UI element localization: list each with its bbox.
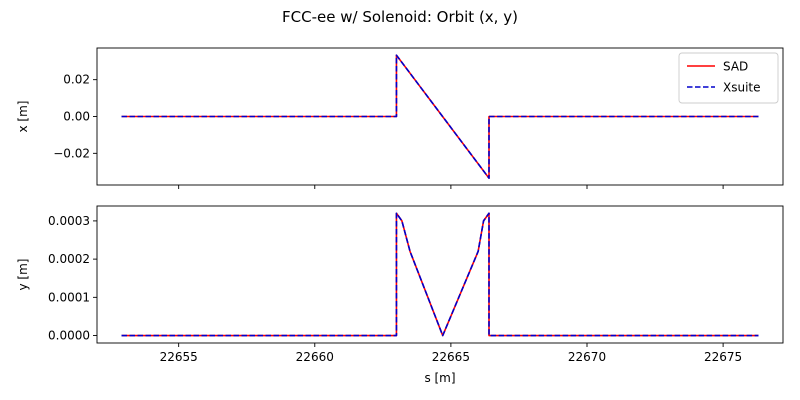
- legend: SAD Xsuite: [678, 52, 779, 104]
- x-axis-label: s [m]: [424, 371, 455, 385]
- axes-frame: [96, 205, 784, 344]
- x-orbit-panel: −0.02 0.00 0.02 x [m] SAD Xsuite: [16, 47, 784, 189]
- x-tick-label: 22675: [704, 350, 742, 364]
- x-tick-label: 22660: [296, 350, 334, 364]
- y-axis-label: x [m]: [16, 101, 30, 133]
- legend-label-xsuite: Xsuite: [723, 81, 761, 95]
- figure-title: FCC-ee w/ Solenoid: Orbit (x, y): [282, 8, 518, 26]
- legend-label-sad: SAD: [723, 60, 748, 74]
- series-line-xsuite: [121, 212, 759, 337]
- y-tick-label: 0.0001: [48, 290, 90, 304]
- x-tick-label: 22665: [432, 350, 470, 364]
- series-group: [121, 54, 759, 179]
- y-tick-label: 0.0002: [48, 252, 90, 266]
- y-tick-label: 0.02: [63, 73, 90, 87]
- y-tick-label: −0.02: [53, 146, 90, 160]
- y-axis-label: y [m]: [16, 259, 30, 291]
- series-line-xsuite: [121, 54, 759, 179]
- x-tick-label: 22655: [160, 350, 198, 364]
- y-tick-label: 0.0000: [48, 329, 90, 343]
- x-tick-label: 22670: [568, 350, 606, 364]
- y-tick-label: 0.00: [63, 110, 90, 124]
- series-group: [121, 212, 759, 337]
- y-tick-label: 0.0003: [48, 214, 90, 228]
- y-orbit-panel: 22655 22660 22665 22670 22675 0.0000 0.0001 0.0…: [16, 205, 784, 385]
